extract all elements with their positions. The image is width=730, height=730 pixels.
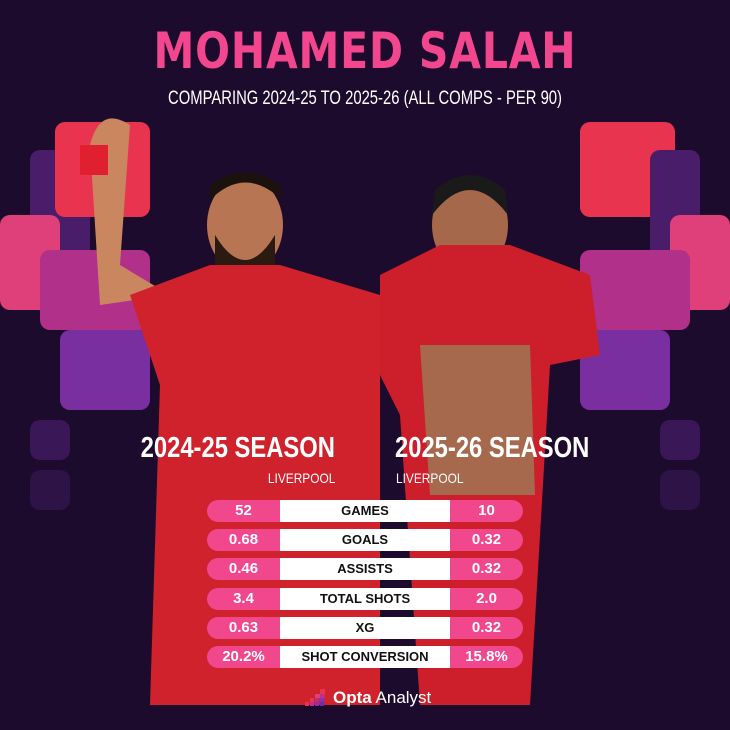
value-2024-25: 0.68 (228, 531, 259, 548)
logo-text-bold: Opta (333, 688, 372, 707)
stat-label: ASSISTS (280, 558, 450, 580)
value-2025-26: 0.32 (471, 560, 502, 577)
stat-row-assists: 0.46 ASSISTS 0.32 (207, 558, 523, 580)
value-2024-25: 3.4 (233, 590, 254, 607)
value-2025-26: 0.32 (471, 531, 502, 548)
value-2024-25: 0.63 (228, 619, 259, 636)
opta-logo-icon (305, 689, 325, 706)
value-2024-25: 20.2% (222, 648, 265, 665)
season-left-heading: 2024-25 SEASON (140, 432, 335, 464)
value-2025-26: 10 (478, 502, 495, 519)
player-photo-left (80, 118, 380, 705)
stat-label: SHOT CONVERSION (280, 646, 450, 668)
stat-label: GOALS (280, 529, 450, 551)
stat-label: TOTAL SHOTS (280, 588, 450, 610)
subtitle: COMPARING 2024-25 TO 2025-26 (ALL COMPS … (168, 88, 562, 109)
opta-analyst-logo: Opta Analyst (305, 688, 431, 708)
logo-text: Analyst (371, 688, 432, 707)
club-right: LIVERPOOL (396, 470, 464, 486)
stat-row-xg: 0.63 XG 0.32 (207, 617, 523, 639)
stat-row-total-shots: 3.4 TOTAL SHOTS 2.0 (207, 588, 523, 610)
page-title: MOHAMED SALAH (153, 22, 577, 80)
season-right-heading: 2025-26 SEASON (395, 432, 590, 464)
value-2025-26: 2.0 (476, 590, 497, 607)
value-2024-25: 0.46 (228, 560, 259, 577)
stat-row-goals: 0.68 GOALS 0.32 (207, 529, 523, 551)
stat-label: XG (280, 617, 450, 639)
stat-row-games: 52 GAMES 10 (207, 500, 523, 522)
stat-row-shot-conversion: 20.2% SHOT CONVERSION 15.8% (207, 646, 523, 668)
club-left: LIVERPOOL (267, 470, 335, 486)
stat-label: GAMES (280, 500, 450, 522)
value-2025-26: 0.32 (471, 619, 502, 636)
value-2024-25: 52 (235, 502, 252, 519)
value-2025-26: 15.8% (465, 648, 508, 665)
